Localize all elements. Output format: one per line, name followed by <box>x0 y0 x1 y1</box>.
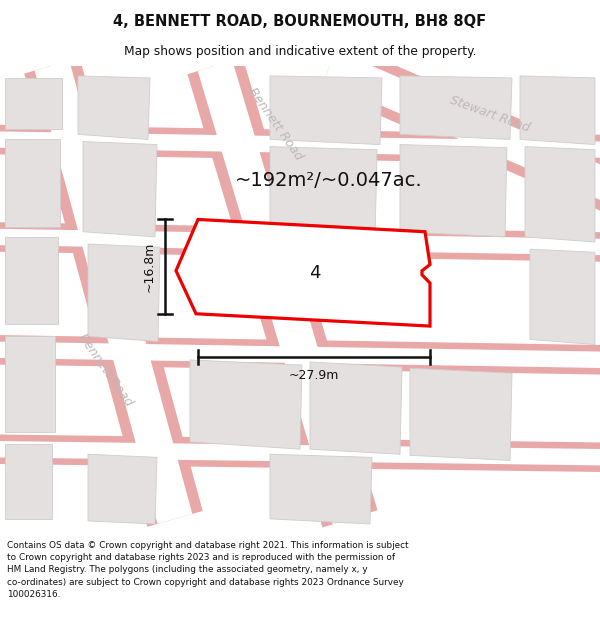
Text: Bennett Road: Bennett Road <box>245 86 305 162</box>
Text: 4, BENNETT ROAD, BOURNEMOUTH, BH8 8QF: 4, BENNETT ROAD, BOURNEMOUTH, BH8 8QF <box>113 14 487 29</box>
Polygon shape <box>0 125 600 164</box>
Polygon shape <box>0 441 600 466</box>
Text: Contains OS data © Crown copyright and database right 2021. This information is : Contains OS data © Crown copyright and d… <box>7 541 409 599</box>
Polygon shape <box>5 78 62 129</box>
Polygon shape <box>5 444 52 519</box>
Polygon shape <box>0 229 600 256</box>
Polygon shape <box>270 454 372 524</box>
Text: ~27.9m: ~27.9m <box>289 369 339 382</box>
Text: Map shows position and indicative extent of the property.: Map shows position and indicative extent… <box>124 45 476 58</box>
Polygon shape <box>525 147 595 242</box>
Polygon shape <box>0 222 600 262</box>
Polygon shape <box>35 61 193 524</box>
Polygon shape <box>190 360 302 449</box>
Polygon shape <box>0 341 600 368</box>
Polygon shape <box>88 244 160 341</box>
Text: 4: 4 <box>309 264 321 282</box>
Polygon shape <box>5 336 55 432</box>
Polygon shape <box>187 57 377 528</box>
Polygon shape <box>78 76 150 139</box>
Polygon shape <box>520 76 595 144</box>
Polygon shape <box>83 141 157 237</box>
Polygon shape <box>24 58 203 527</box>
Text: Bennett Road: Bennett Road <box>75 331 135 409</box>
Text: ~16.8m: ~16.8m <box>143 241 155 292</box>
Polygon shape <box>0 131 600 158</box>
Polygon shape <box>400 76 512 139</box>
Text: ~192m²/~0.047ac.: ~192m²/~0.047ac. <box>235 171 422 190</box>
Polygon shape <box>176 219 430 326</box>
Polygon shape <box>270 147 377 242</box>
Polygon shape <box>410 368 512 461</box>
Polygon shape <box>0 434 600 472</box>
Polygon shape <box>530 249 595 344</box>
Polygon shape <box>320 41 600 215</box>
Polygon shape <box>400 144 507 237</box>
Polygon shape <box>5 237 58 324</box>
Polygon shape <box>0 335 600 375</box>
Polygon shape <box>198 60 367 524</box>
Text: Stewart Road: Stewart Road <box>448 93 532 134</box>
Polygon shape <box>324 51 600 206</box>
Polygon shape <box>310 362 402 454</box>
Polygon shape <box>88 454 157 524</box>
Polygon shape <box>5 139 60 227</box>
Polygon shape <box>270 76 382 144</box>
